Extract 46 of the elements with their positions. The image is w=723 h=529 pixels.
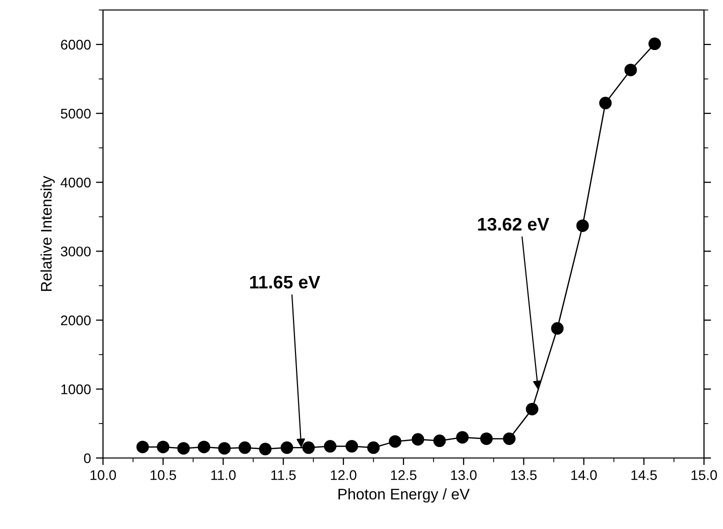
x-tick-label: 15.0 bbox=[692, 470, 717, 480]
x-tick-label: 14.0 bbox=[571, 470, 597, 480]
point bbox=[412, 433, 424, 446]
x-tick-label: 13.0 bbox=[451, 470, 477, 480]
x-tick-label: 12.0 bbox=[330, 470, 356, 480]
point bbox=[456, 431, 469, 444]
x-tick-label: 11.0 bbox=[211, 470, 236, 480]
point bbox=[302, 441, 315, 454]
point bbox=[551, 322, 564, 335]
point bbox=[238, 441, 252, 454]
y-tick-label: 1000 bbox=[61, 384, 91, 394]
point bbox=[480, 432, 493, 445]
point bbox=[576, 219, 589, 232]
point bbox=[503, 432, 516, 445]
annotation: 11.65 eV bbox=[250, 276, 320, 289]
x-tick-label: 10.0 bbox=[90, 470, 116, 480]
point bbox=[433, 434, 446, 448]
x-axis-title: Photon Energy / eV bbox=[338, 488, 470, 503]
y-axis-title: Relative Intensity bbox=[40, 176, 55, 291]
point bbox=[218, 442, 231, 455]
y-tick-label: 4000 bbox=[60, 178, 91, 188]
point bbox=[324, 440, 336, 453]
point bbox=[156, 440, 170, 454]
y-tick-label: 5000 bbox=[60, 108, 91, 119]
y-tick-label: 0 bbox=[84, 453, 91, 464]
annotation: 13.62 eV bbox=[478, 218, 550, 231]
x-tick-label: 14.5 bbox=[631, 470, 657, 480]
point bbox=[367, 441, 380, 454]
point bbox=[526, 402, 538, 416]
x-tick-label: 12.5 bbox=[391, 470, 416, 480]
point bbox=[136, 440, 149, 454]
point bbox=[388, 435, 402, 448]
point bbox=[198, 440, 210, 454]
point bbox=[259, 442, 272, 456]
point bbox=[624, 64, 637, 76]
point bbox=[648, 38, 661, 50]
y-tick-label: 3000 bbox=[60, 246, 91, 256]
y-tick-label: 6000 bbox=[61, 40, 91, 50]
x-tick-label: 10.5 bbox=[150, 470, 176, 480]
x-tick-label: 13.5 bbox=[511, 470, 537, 480]
point bbox=[599, 96, 612, 110]
point bbox=[346, 440, 358, 453]
point bbox=[177, 442, 190, 455]
y-tick-label: 2000 bbox=[61, 315, 91, 326]
x-tick-label: 11.5 bbox=[271, 470, 296, 480]
point bbox=[280, 441, 294, 454]
